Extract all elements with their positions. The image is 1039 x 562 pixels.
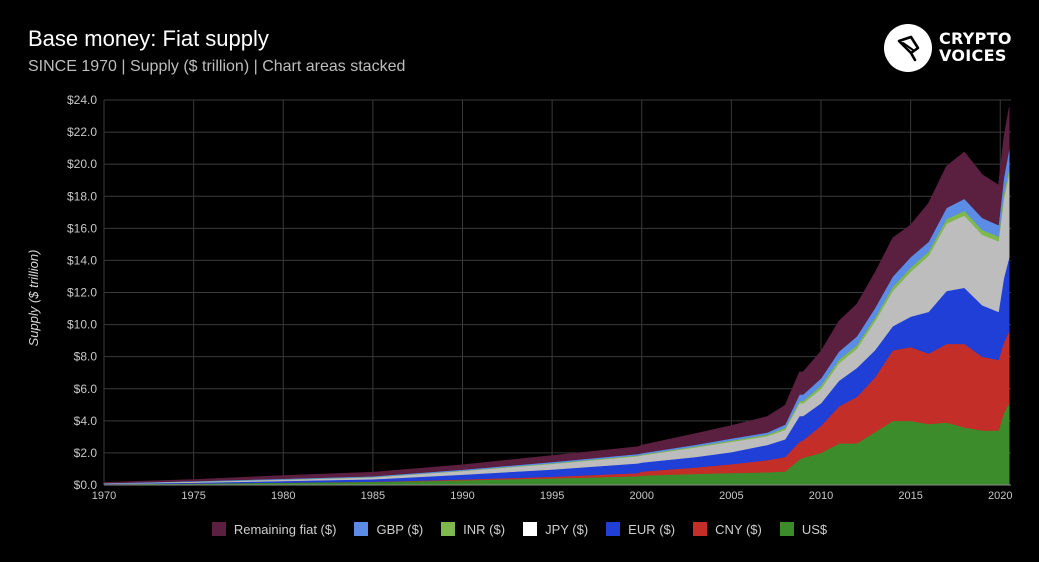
legend-label: GBP ($) xyxy=(376,521,424,537)
y-tick-label: $20.0 xyxy=(67,157,97,171)
legend-swatch xyxy=(523,522,538,536)
legend-swatch xyxy=(779,522,794,536)
brand-name-line1: CRYPTO xyxy=(939,29,1012,48)
x-tick-label: 2020 xyxy=(988,490,1012,502)
x-tick-label: 1995 xyxy=(540,490,564,502)
legend-label: EUR ($) xyxy=(628,521,676,537)
legend-item: Remaining fiat ($) xyxy=(211,521,337,537)
y-tick-label: $16.0 xyxy=(67,221,97,235)
legend-item: US$ xyxy=(779,521,828,537)
x-tick-label: 2015 xyxy=(898,490,922,502)
legend-swatch xyxy=(693,522,708,536)
legend-label: CNY ($) xyxy=(715,521,762,537)
area-series xyxy=(103,107,1010,484)
legend-item: EUR ($) xyxy=(606,522,675,537)
y-tick-label: $4.0 xyxy=(74,414,98,428)
legend-swatch xyxy=(211,522,226,536)
legend-label: Remaining fiat ($) xyxy=(233,521,337,537)
x-tick-label: 1975 xyxy=(181,490,205,502)
legend-item: CNY ($) xyxy=(693,522,762,537)
x-tick-label: 2000 xyxy=(630,490,654,502)
chart-title: Base money: Fiat supply xyxy=(28,26,269,51)
y-tick-label: $0.0 xyxy=(74,478,98,492)
y-tick-label: $22.0 xyxy=(67,125,97,139)
legend-label: JPY ($) xyxy=(545,521,589,537)
legend-item: INR ($) xyxy=(441,522,505,537)
legend-swatch xyxy=(441,522,456,536)
legend-item: GBP ($) xyxy=(354,522,423,537)
legend-label: US$ xyxy=(801,521,828,537)
brand-name: CRYPTO VOICES xyxy=(939,30,1012,64)
x-tick-label: 2005 xyxy=(719,490,743,502)
crypto-voices-microphone-icon xyxy=(884,24,932,72)
x-tick-label: 2010 xyxy=(809,490,833,502)
stacked-area-chart: $0.0 $2.0 $4.0 $6.0 $8.0 $10.0 $12.0 $14.0 $16.0… xyxy=(26,93,1013,502)
x-tick-label: 1970 xyxy=(92,490,116,502)
chart-subtitle: SINCE 1970 | Supply ($ trillion) | Chart… xyxy=(28,58,406,75)
y-tick-label: $24.0 xyxy=(67,93,97,107)
y-tick-label: $12.0 xyxy=(67,286,97,300)
x-tick-label: 1985 xyxy=(361,490,385,502)
y-tick-label: $18.0 xyxy=(67,189,97,203)
y-tick-label: $2.0 xyxy=(74,446,98,460)
legend-swatch xyxy=(354,522,369,536)
y-tick-label: $8.0 xyxy=(74,350,98,364)
brand-name-line2: VOICES xyxy=(939,46,1007,65)
y-tick-label: $6.0 xyxy=(74,382,98,396)
chart-legend: Remaining fiat ($) GBP ($) INR ($) JPY ($) E… xyxy=(0,518,1039,540)
x-tick-label: 1980 xyxy=(271,490,295,502)
x-tick-label: 1990 xyxy=(450,490,474,502)
y-tick-label: $14.0 xyxy=(67,253,97,267)
axes: $0.0 $2.0 $4.0 $6.0 $8.0 $10.0 $12.0 $14.0 $16.0… xyxy=(67,93,1013,502)
y-axis-label: Supply ($ trillion) xyxy=(26,250,41,347)
brand-logo: CRYPTO VOICES xyxy=(884,24,1024,72)
legend-swatch xyxy=(606,522,621,536)
legend-item: JPY ($) xyxy=(523,522,588,537)
legend-label: INR ($) xyxy=(463,521,506,537)
y-tick-label: $10.0 xyxy=(67,318,97,332)
